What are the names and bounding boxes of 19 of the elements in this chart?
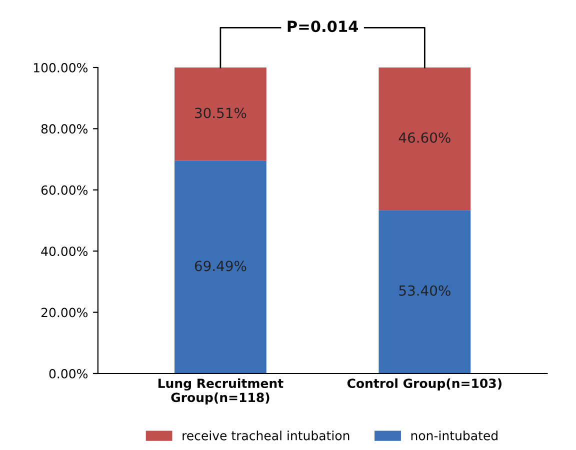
legend-label: receive tracheal intubation [182, 430, 350, 440]
y-tick-label: 20.00% [41, 308, 88, 318]
data-label: 30.51% [195, 108, 246, 118]
y-tick-label: 80.00% [41, 124, 88, 134]
bar [174, 160, 266, 374]
bar [378, 68, 471, 210]
y-tick-label: 40.00% [41, 246, 88, 256]
y-tick-label: 100.00% [34, 62, 88, 72]
text: P=0.014 [288, 20, 358, 32]
data-label: 46.60% [398, 132, 450, 143]
data-label: 53.40% [399, 285, 450, 296]
y-tick-label: 0.00% [49, 368, 88, 378]
bar [378, 210, 471, 374]
y-tick-label: 60.00% [41, 185, 88, 195]
bar [174, 68, 266, 161]
x-tick-label: Control Group(n=103) [347, 378, 502, 390]
legend-label: non-intubated [411, 430, 498, 440]
data-label: 69.49% [194, 260, 246, 272]
x-tick-label: Lung Recruitment Group(n=118) [158, 378, 284, 405]
